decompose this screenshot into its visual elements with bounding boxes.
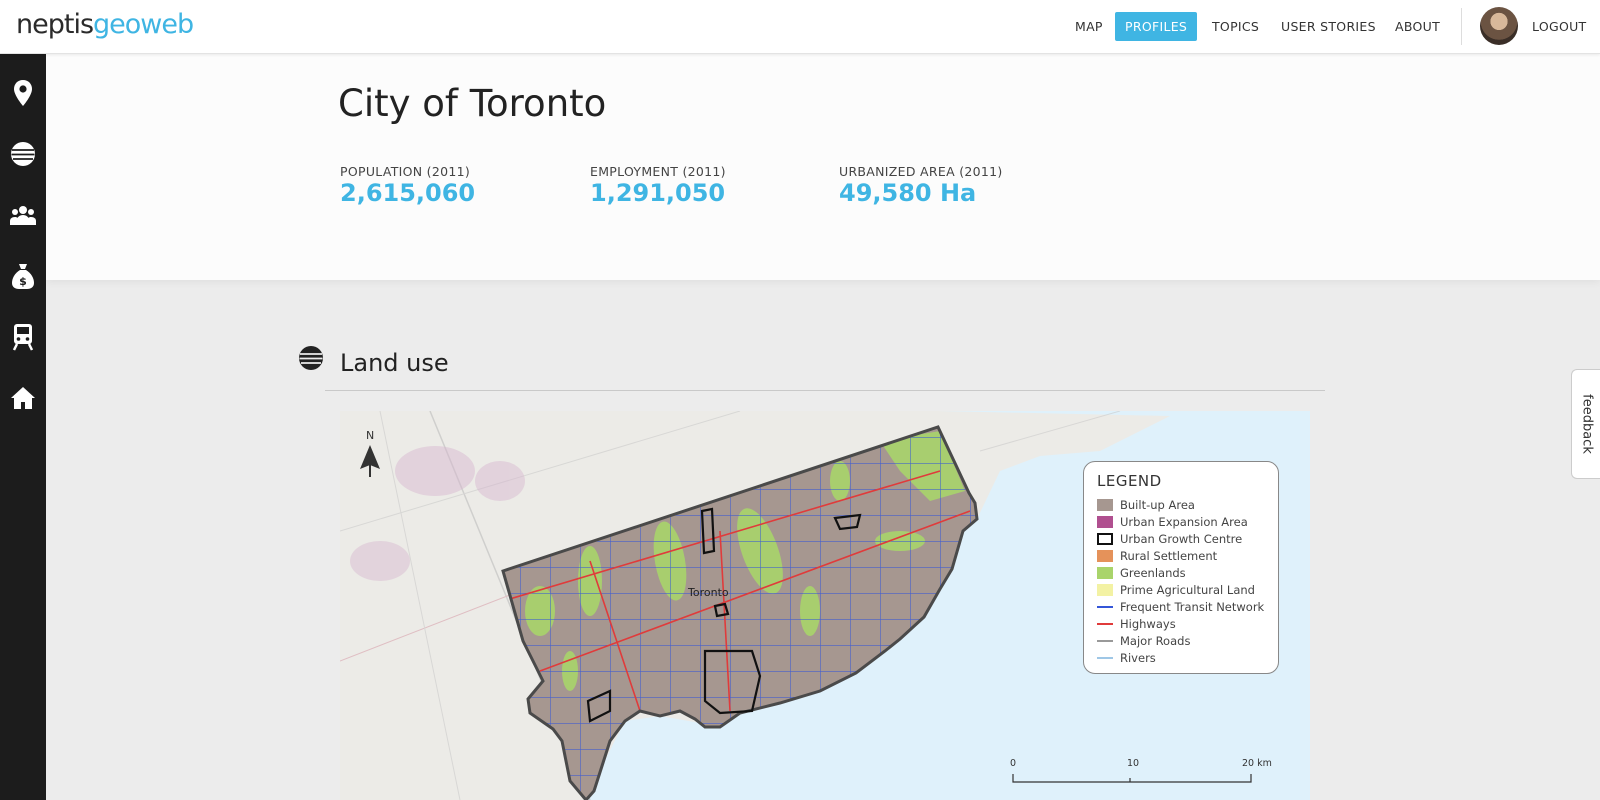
legend-swatch (1097, 566, 1113, 579)
globe-icon (299, 346, 323, 370)
nav-map[interactable]: MAP (1075, 19, 1103, 34)
legend-item: Rural Settlement (1097, 548, 1217, 563)
legend-item: Greenlands (1097, 565, 1186, 580)
legend-label: Greenlands (1120, 565, 1186, 580)
stat-label: URBANIZED AREA (2011) (839, 164, 1003, 179)
legend-label: Rivers (1120, 650, 1156, 665)
stat-value: 1,291,050 (590, 179, 726, 207)
people-icon (10, 206, 36, 225)
logo[interactable]: neptisgeoweb (16, 9, 194, 40)
feedback-tab[interactable]: feedback (1571, 369, 1600, 479)
nav-topics[interactable]: TOPICS (1212, 19, 1260, 34)
map-pin-icon (14, 80, 32, 106)
legend-item: Rivers (1097, 650, 1156, 665)
legend-swatch (1097, 549, 1113, 562)
legend-swatch (1097, 656, 1113, 659)
background-landuse (350, 446, 525, 581)
nav-separator (1461, 8, 1462, 45)
train-icon (12, 324, 34, 351)
stat-population: POPULATION (2011) 2,615,060 (340, 164, 475, 207)
sidebar-item-transit[interactable] (0, 314, 46, 360)
map-legend: LEGEND Built-up Area Urban Expansion Are… (1083, 461, 1279, 674)
legend-swatch (1097, 532, 1113, 545)
stat-value: 2,615,060 (340, 179, 476, 207)
section-land-use-icon-wrap (298, 345, 324, 376)
urban-growth-centre-downtown (703, 649, 762, 715)
sidebar-item-people[interactable] (0, 192, 46, 238)
sidebar-item-map[interactable] (0, 70, 46, 116)
stat-label: EMPLOYMENT (2011) (590, 164, 726, 179)
section-divider (325, 390, 1325, 391)
logout-button[interactable]: LOGOUT (1532, 19, 1587, 34)
nav-profiles[interactable]: PROFILES (1115, 12, 1198, 41)
nav-about[interactable]: ABOUT (1395, 19, 1441, 34)
legend-label: Frequent Transit Network (1120, 599, 1265, 614)
legend-title: LEGEND (1097, 472, 1162, 490)
urban-growth-centre-north-york (700, 507, 716, 555)
stat-urbanized-area: URBANIZED AREA (2011) 49,580 Ha (839, 164, 1003, 207)
sidebar-item-housing[interactable] (0, 375, 46, 421)
north-arrow: N (360, 429, 380, 477)
urban-growth-centre-yonge-eglinton (713, 602, 730, 618)
legend-item: Urban Expansion Area (1097, 514, 1248, 529)
top-bar: neptisgeoweb MAP PROFILES TOPICS USER ST… (0, 0, 1600, 54)
city-boundary (501, 425, 979, 800)
sidebar: $ (0, 53, 46, 800)
sidebar-item-land-use[interactable] (0, 131, 46, 177)
legend-label: Major Roads (1120, 633, 1191, 648)
legend-item: Major Roads (1097, 633, 1190, 648)
city-label: Toronto (687, 586, 729, 599)
logo-part-geoweb: geoweb (93, 9, 194, 40)
logo-part-neptis: neptis (16, 9, 94, 40)
legend-swatch (1097, 639, 1113, 642)
legend-swatch (1097, 515, 1113, 528)
urban-growth-centre-scarborough (833, 513, 862, 531)
profile-header: City of Toronto POPULATION (2011) 2,615,… (46, 54, 1600, 280)
legend-item: Prime Agricultural Land (1097, 582, 1255, 597)
scale-tick-label: 20 km (1242, 758, 1272, 769)
section-title: Land use (340, 349, 449, 377)
legend-label: Prime Agricultural Land (1120, 582, 1255, 597)
legend-label: Highways (1120, 616, 1176, 631)
north-label: N (366, 429, 374, 442)
legend-label: Built-up Area (1120, 497, 1195, 512)
legend-swatch (1097, 622, 1113, 625)
legend-swatch (1097, 498, 1113, 511)
nav-user-stories[interactable]: USER STORIES (1281, 19, 1376, 34)
legend-label: Urban Expansion Area (1120, 514, 1248, 529)
scale-line (1012, 774, 1252, 783)
legend-item: Built-up Area (1097, 497, 1195, 512)
legend-item: Urban Growth Centre (1097, 531, 1242, 546)
legend-swatch (1097, 605, 1113, 608)
scale-tick-label: 0 (1010, 758, 1017, 769)
urban-growth-centre-etobicoke (586, 689, 612, 723)
scale-tick-label: 10 (1127, 758, 1140, 769)
avatar[interactable] (1480, 7, 1518, 45)
legend-item: Highways (1097, 616, 1176, 631)
svg-text:$: $ (19, 275, 27, 288)
legend-label: Rural Settlement (1120, 548, 1218, 563)
page-title: City of Toronto (338, 82, 607, 125)
home-icon (11, 387, 35, 409)
money-bag-icon: $ (12, 264, 34, 289)
sidebar-item-economy[interactable]: $ (0, 253, 46, 299)
stat-label: POPULATION (2011) (340, 164, 471, 179)
legend-swatch (1097, 583, 1113, 596)
stat-employment: EMPLOYMENT (2011) 1,291,050 (590, 164, 726, 207)
legend-label: Urban Growth Centre (1120, 531, 1243, 546)
feedback-label: feedback (1579, 394, 1594, 454)
stat-value: 49,580 Ha (839, 179, 977, 207)
globe-icon (11, 142, 35, 166)
legend-item: Frequent Transit Network (1097, 599, 1264, 614)
